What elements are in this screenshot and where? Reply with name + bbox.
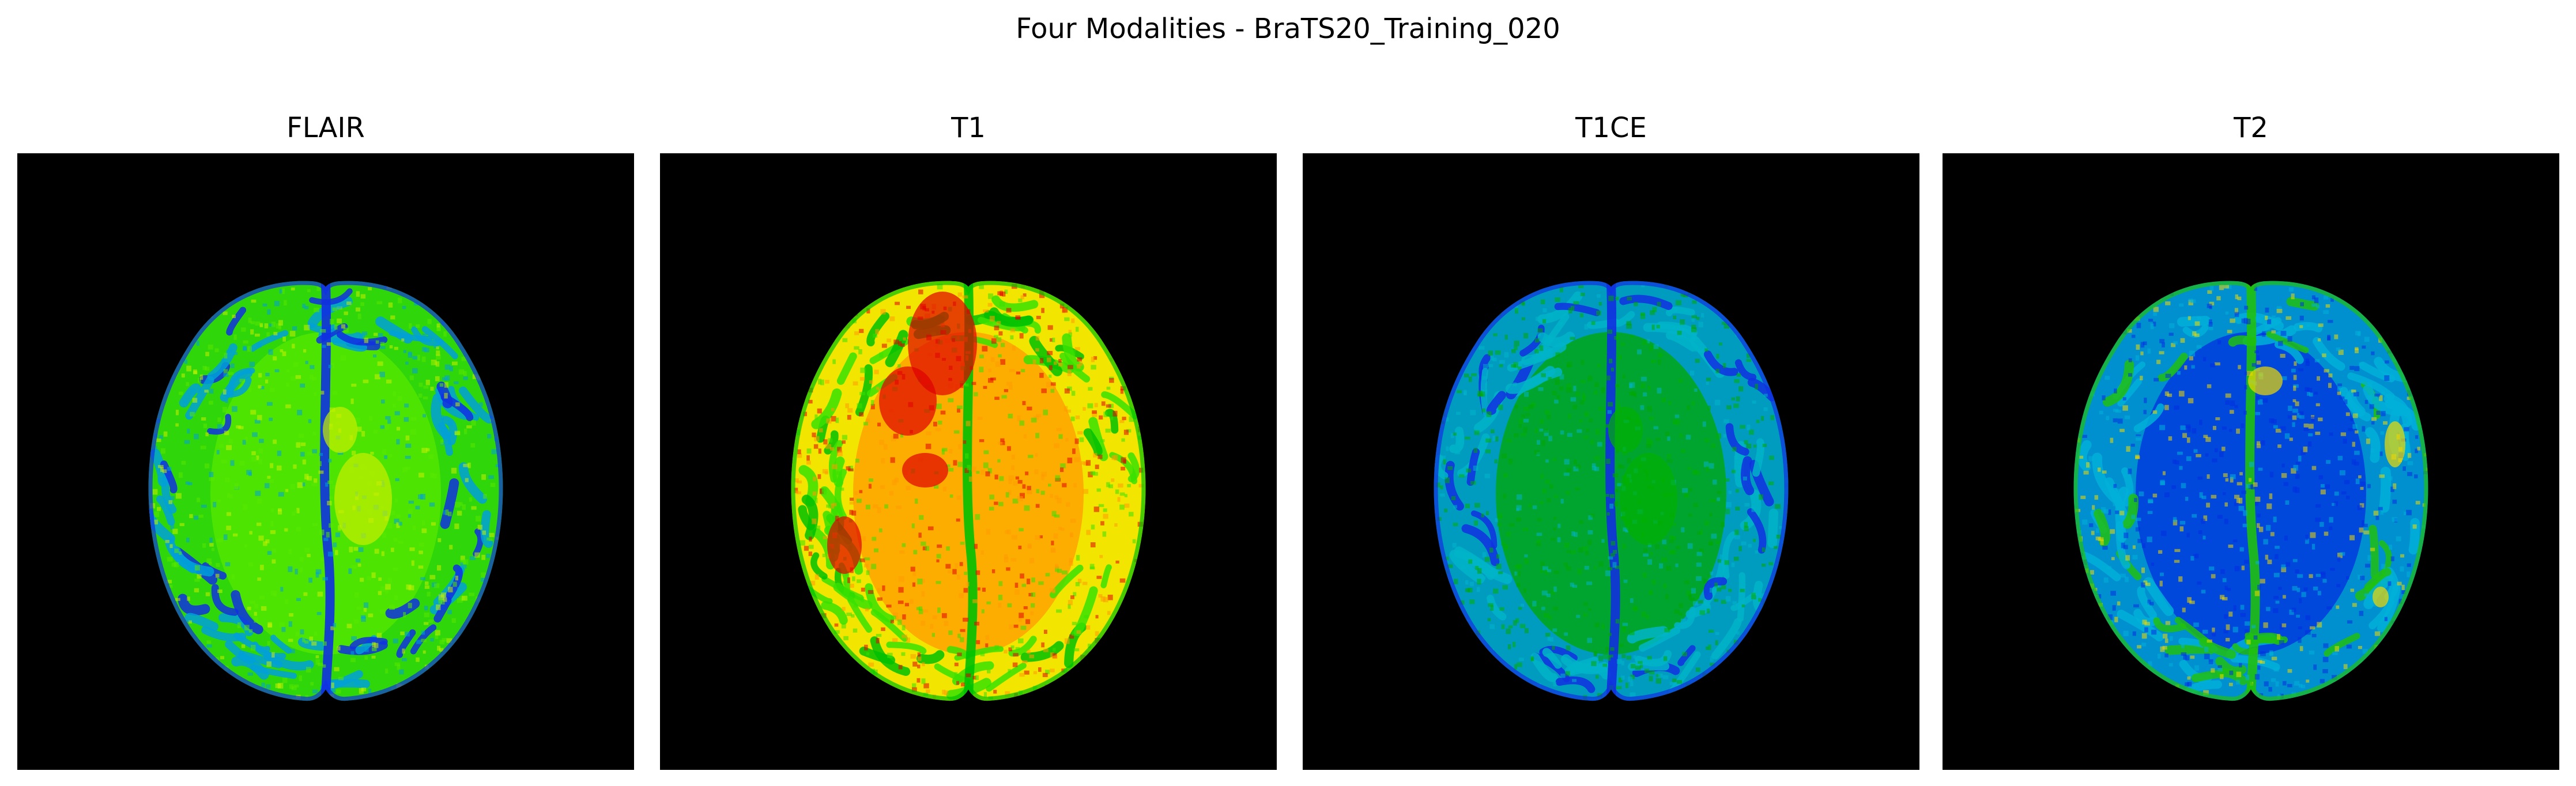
panel-t2-image: [1943, 153, 2559, 770]
panel-title-t1ce: T1CE: [1575, 112, 1647, 144]
panel-flair-image: [17, 153, 634, 770]
brain-slice-t1ce: [1434, 281, 1789, 701]
panel-t1ce-image: [1303, 153, 1919, 770]
figure-title: Four Modalities - BraTS20_Training_020: [1016, 13, 1560, 45]
panel-title-t1: T1: [951, 112, 986, 144]
panel-title-t2: T2: [2234, 112, 2268, 144]
brain-slice-flair: [148, 281, 503, 701]
brain-slice-t1: [791, 281, 1146, 701]
panel-t1-image: [660, 153, 1277, 770]
brain-slice-t2: [2073, 281, 2428, 701]
panel-title-flair: FLAIR: [286, 112, 365, 144]
